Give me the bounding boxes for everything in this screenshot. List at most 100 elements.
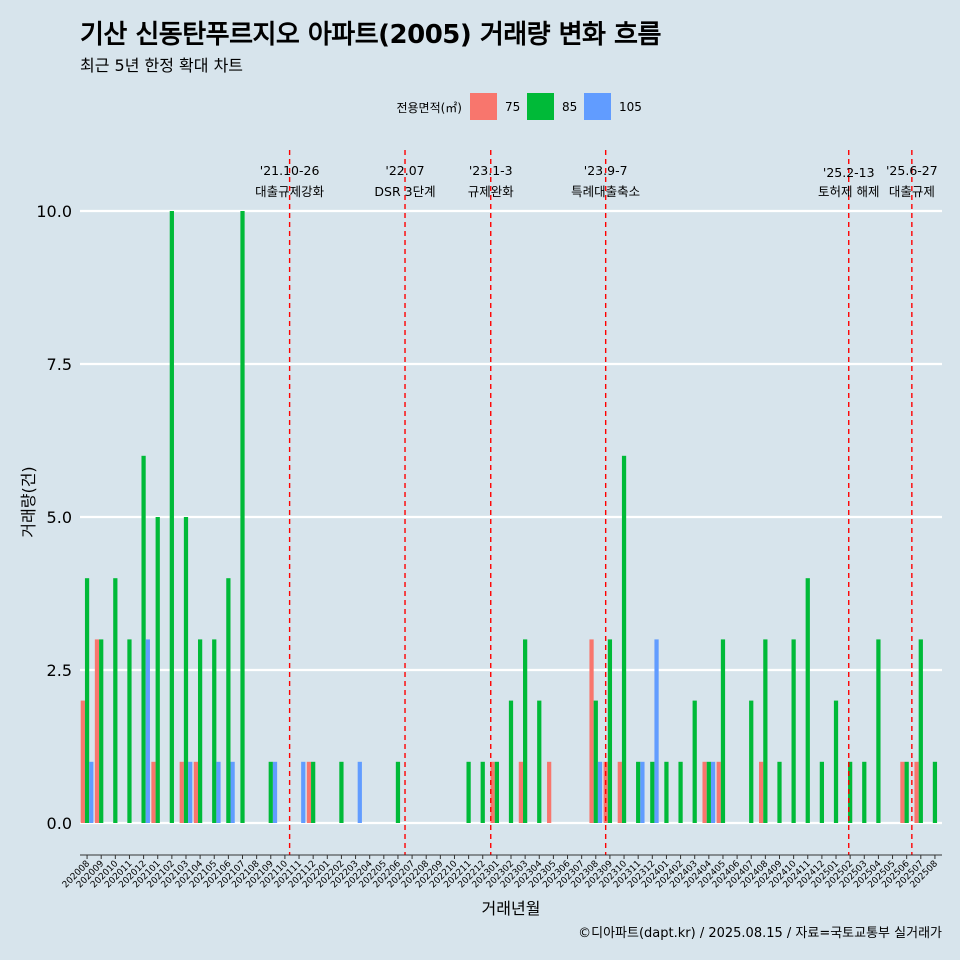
bar-85-202310 [621, 455, 627, 823]
bar-75-202506 [900, 761, 905, 823]
bar-85-202304 [537, 700, 542, 823]
bar-105-202106 [230, 761, 235, 823]
bar-105-202008 [89, 761, 94, 823]
bar-75-202104 [193, 761, 198, 823]
bar-85-202506 [904, 761, 909, 823]
bar-75-202008 [80, 700, 85, 823]
bar-85-202104 [197, 639, 203, 823]
chart-title: 기산 신동탄푸르지오 아파트(2005) 거래량 변화 흐름 [80, 20, 661, 50]
bar-85-202308 [593, 700, 598, 823]
bar-85-202404 [706, 761, 711, 823]
bar-85-202303 [523, 639, 528, 823]
bar-85-202311 [636, 761, 641, 823]
event-date: '25.2-13 [823, 165, 875, 180]
bar-75-202507 [914, 761, 919, 823]
event-label: 규제완화 [468, 184, 515, 199]
bar-85-202012 [141, 455, 146, 823]
bar-85-202302 [508, 700, 514, 823]
bars [80, 211, 938, 823]
event-label: DSR 3단계 [374, 184, 435, 199]
bar-85-202206 [395, 761, 401, 823]
bar-85-202103 [183, 517, 189, 823]
bar-85-202504 [876, 639, 881, 823]
bar-85-202401 [664, 761, 669, 823]
legend-label-75: 75 [505, 100, 520, 114]
bar-75-202301 [490, 761, 495, 823]
bar-85-202407 [749, 700, 754, 823]
bar-85-202212 [480, 761, 485, 823]
x-axis: 2020082020092020102020112020122021012021… [61, 854, 942, 890]
legend-label-105: 105 [619, 100, 642, 114]
legend-swatch-75 [470, 93, 497, 120]
bar-105-202203 [357, 761, 362, 823]
bar-85-202102 [169, 211, 174, 823]
event-date: '23.1-3 [469, 163, 513, 178]
bar-105-202012 [145, 639, 150, 823]
bar-85-202301 [494, 761, 499, 823]
event-label: 대출규제 [889, 184, 935, 199]
x-axis-label: 거래년월 [482, 899, 541, 918]
bar-75-202405 [716, 761, 721, 823]
event-label: 대출규제강화 [255, 184, 325, 199]
bar-85-202107 [240, 211, 245, 823]
bar-85-202009 [99, 639, 104, 823]
bar-85-202502 [848, 761, 853, 823]
bar-85-202010 [113, 578, 118, 823]
bar-75-202303 [518, 761, 524, 823]
bar-105-202404 [710, 761, 716, 823]
legend-swatch-85 [527, 93, 554, 120]
event-date: '25.6-27 [886, 163, 938, 178]
bar-105-202103 [188, 761, 193, 823]
y-tick-label: 10.0 [36, 202, 72, 221]
bar-105-202109 [272, 761, 278, 823]
bar-85-202202 [339, 761, 344, 823]
bar-85-202501 [833, 700, 839, 823]
legend: 전용면적(㎡) 75 85 105 [396, 93, 642, 120]
bar-85-202008 [84, 578, 90, 823]
bar-85-202312 [650, 761, 655, 823]
event-date: '21.10-26 [260, 163, 320, 178]
bar-85-202112 [311, 761, 316, 823]
bar-85-202405 [720, 639, 726, 823]
bar-75-202112 [306, 761, 312, 823]
legend-label-85: 85 [562, 100, 577, 114]
bar-75-202404 [702, 761, 707, 823]
legend-swatch-105 [584, 93, 611, 120]
bar-75-202305 [547, 761, 552, 823]
y-tick-label: 7.5 [47, 355, 72, 374]
y-axis-label: 거래량(건) [19, 466, 38, 537]
event-label: 특례대출축소 [571, 184, 640, 199]
bar-85-202409 [777, 761, 782, 823]
bar-85-202402 [678, 761, 683, 823]
bar-75-202408 [759, 761, 764, 823]
bar-85-202403 [692, 700, 697, 823]
bar-105-202308 [597, 761, 603, 823]
bar-85-202503 [862, 761, 867, 823]
y-tick-label: 0.0 [47, 814, 72, 833]
bar-85-202508 [932, 761, 938, 823]
bar-85-202101 [155, 517, 160, 823]
bar-105-202312 [654, 639, 659, 823]
bar-85-202410 [791, 639, 796, 823]
bar-85-202411 [805, 578, 810, 823]
bar-85-202105 [212, 639, 217, 823]
bar-75-202103 [179, 761, 184, 823]
bar-85-202109 [268, 761, 273, 823]
bar-75-202101 [151, 761, 156, 823]
y-tick-label: 5.0 [47, 508, 72, 527]
bar-105-202111 [301, 761, 306, 823]
bar-105-202311 [640, 761, 645, 823]
bar-85-202507 [918, 639, 923, 823]
bar-75-202308 [589, 639, 594, 823]
bar-85-202309 [607, 639, 613, 823]
event-date: '23.9-7 [584, 163, 628, 178]
y-tick-label: 2.5 [47, 661, 72, 680]
bar-85-202011 [127, 639, 132, 823]
bar-75-202310 [617, 761, 622, 823]
bar-85-202106 [226, 578, 231, 823]
bar-85-202211 [466, 761, 471, 823]
event-label: 토허제 해제 [818, 184, 879, 199]
bar-85-202408 [763, 639, 768, 823]
source-caption: ©디아파트(dapt.kr) / 2025.08.15 / 자료=국토교통부 실… [578, 926, 942, 941]
y-axis: 0.0 2.5 5.0 7.5 10.0 [36, 202, 72, 833]
